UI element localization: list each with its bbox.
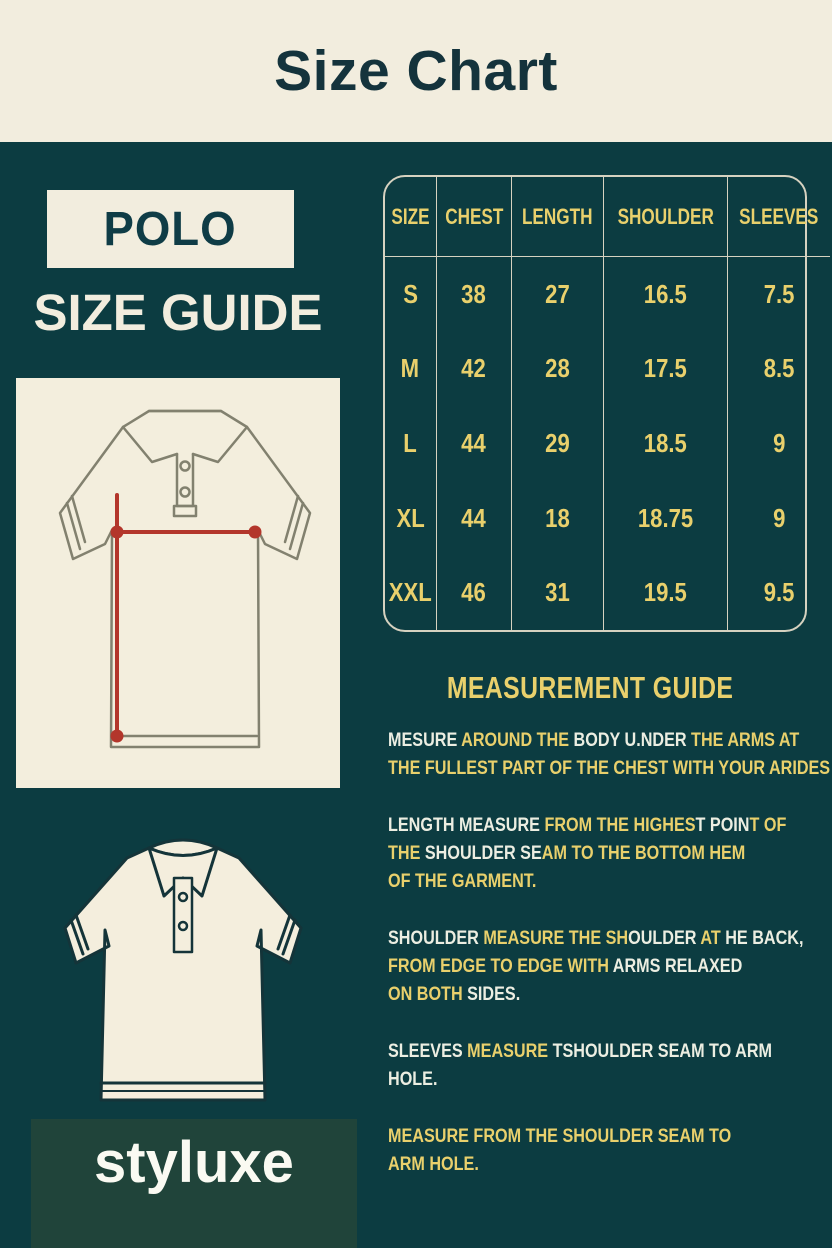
size-table-cell: 44 bbox=[437, 406, 513, 481]
size-table-cell: 9 bbox=[772, 427, 785, 458]
size-table-cell: 18 bbox=[512, 480, 604, 556]
size-table-cell: 44 bbox=[437, 480, 513, 556]
measurement-illustration-panel bbox=[16, 378, 340, 788]
polo-label-box: POLO bbox=[47, 190, 294, 268]
size-table-cell: XL bbox=[385, 480, 437, 556]
brand-logo: styluxe bbox=[94, 1130, 294, 1195]
brand-box: styluxe bbox=[31, 1119, 357, 1248]
size-table-header-cell: SIZE bbox=[385, 177, 437, 257]
size-table-header-cell: SHOULDER bbox=[603, 177, 729, 257]
measurement-guide-text: MESURE AROUND THE BODY U.NDER THE ARMS A… bbox=[388, 726, 831, 1207]
measurement-guide-heading: MEASUREMENT GUIDE bbox=[446, 670, 734, 705]
polo-label: POLO bbox=[103, 202, 237, 256]
size-table-header-cell: SLEEVES bbox=[728, 177, 830, 257]
size-table: SIZE CHEST LENGTH SHOULDER SLEEVES S 38 27 16.5 7… bbox=[383, 175, 830, 632]
header-band: Size Chart bbox=[0, 0, 832, 142]
guide-paragraph: LENGTH MEASURE FROM THE HIGHEST POINT OF… bbox=[388, 814, 787, 892]
guide-paragraph: MESURE AROUND THE BODY U.NDER THE ARMS A… bbox=[388, 729, 831, 779]
size-table-cell: 9 bbox=[772, 502, 785, 533]
size-table-cell: 18.5 bbox=[604, 406, 729, 481]
guide-paragraph: SLEEVES MEASURE TSHOULDER SEAM TO ARM HOL… bbox=[388, 1040, 773, 1090]
size-table-cell: 9.5 bbox=[763, 577, 795, 608]
size-table-cell: 42 bbox=[437, 331, 513, 407]
size-table-cell: 17.5 bbox=[604, 331, 729, 407]
size-table-cell: 7.5 bbox=[763, 278, 795, 309]
size-table-cell: 38 bbox=[437, 257, 513, 332]
size-table-cell: S bbox=[385, 257, 437, 332]
size-table-cell: 27 bbox=[512, 257, 604, 332]
size-table-cell: 46 bbox=[437, 555, 513, 630]
guide-paragraph: SHOULDER MEASURE THE SHOULDER AT HE BACK… bbox=[388, 927, 804, 1005]
size-table-header-cell: CHEST bbox=[436, 177, 513, 257]
page-title: Size Chart bbox=[274, 39, 558, 103]
size-table-cell: XXL bbox=[385, 555, 437, 630]
guide-paragraph: MEASURE FROM THE SHOULDER SEAM TO ARM HOL… bbox=[388, 1125, 732, 1175]
size-table-cell: 16.5 bbox=[604, 257, 729, 332]
size-table-cell: 29 bbox=[512, 406, 604, 481]
size-table-cell: L bbox=[385, 406, 437, 481]
size-table-cell: 8.5 bbox=[763, 353, 795, 384]
size-table-cell: 18.75 bbox=[604, 480, 729, 556]
size-table-cell: 19.5 bbox=[604, 555, 729, 630]
polo-shirt-illustration-icon bbox=[63, 838, 303, 1102]
size-table-cell: 31 bbox=[512, 555, 604, 630]
polo-shirt-measure-illustration-icon bbox=[58, 409, 312, 749]
size-table-header-cell: LENGTH bbox=[512, 177, 604, 257]
size-table-cell: 28 bbox=[512, 331, 604, 407]
size-guide-label: SIZE GUIDE bbox=[33, 284, 323, 341]
size-table-cell: M bbox=[385, 331, 437, 407]
